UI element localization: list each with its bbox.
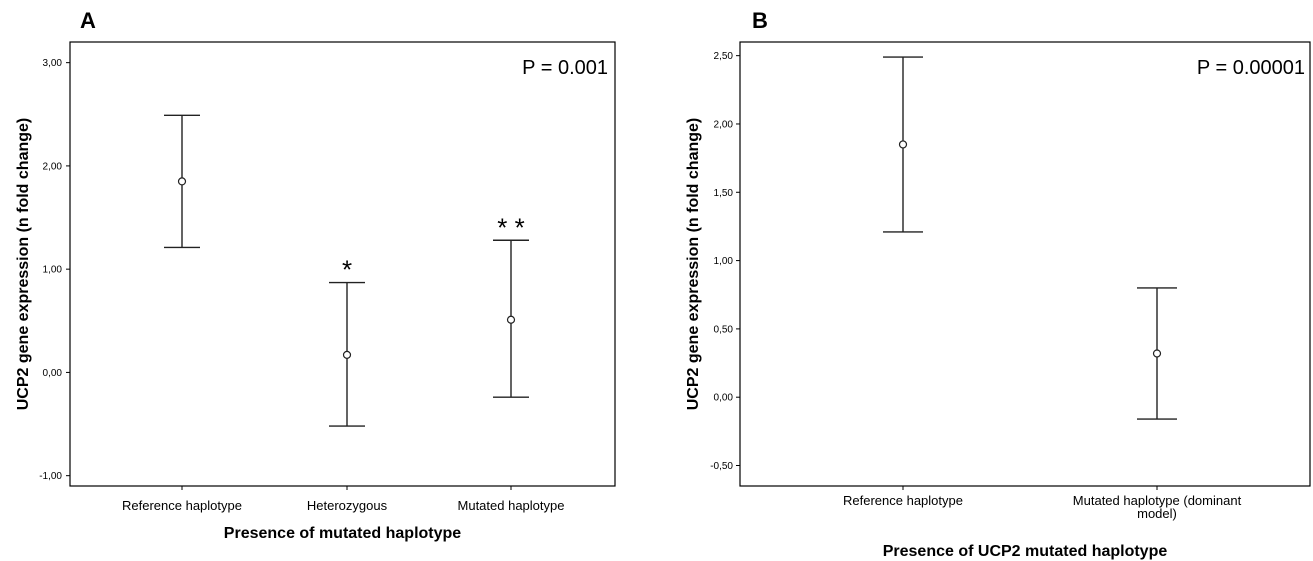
y-tick-label: 0,50 bbox=[714, 324, 734, 335]
significance-marker: * * bbox=[497, 212, 524, 242]
chart-panel-b: B 2,50 2,00 1,50 1,00 0,50 0,00 -0,50 Reference … bbox=[685, 8, 1311, 560]
x-category-label: Reference haplotype bbox=[122, 498, 242, 513]
panel-letter: A bbox=[80, 8, 96, 33]
x-category-label: Heterozygous bbox=[307, 498, 388, 513]
x-category-label: Reference haplotype bbox=[843, 493, 963, 508]
x-category-label: Mutated haplotype bbox=[458, 498, 565, 513]
significance-marker: * bbox=[342, 255, 352, 285]
mean-point bbox=[342, 350, 352, 359]
y-tick-label: 2,50 bbox=[714, 51, 734, 62]
x-category-label: Mutated haplotype (dominant bbox=[1073, 493, 1242, 508]
y-tick-label: 2,00 bbox=[714, 119, 734, 130]
y-tick-label: 0,00 bbox=[43, 368, 63, 379]
x-category-label: model) bbox=[1137, 506, 1177, 521]
mean-point bbox=[177, 177, 187, 186]
plot-frame bbox=[69, 41, 616, 487]
y-tick-label: 1,00 bbox=[43, 265, 63, 276]
p-value-annotation: P = 0.001 bbox=[522, 57, 608, 79]
y-tick-label: 3,00 bbox=[43, 58, 63, 69]
y-tick-label: 1,00 bbox=[714, 256, 734, 267]
plot-frame bbox=[739, 41, 1311, 487]
y-tick-label: 0,00 bbox=[714, 393, 734, 404]
mean-point bbox=[506, 315, 516, 324]
y-tick-label: 2,00 bbox=[43, 161, 63, 172]
chart-panel-a: A 3,00 2,00 1,00 0,00 -1,00 Reference haplotyp… bbox=[15, 8, 616, 542]
y-tick-label: 1,50 bbox=[714, 188, 734, 199]
y-tick-label: -0,50 bbox=[710, 461, 733, 472]
x-axis-title: Presence of mutated haplotype bbox=[224, 525, 461, 542]
mean-point bbox=[898, 140, 908, 149]
p-value-annotation: P = 0.00001 bbox=[1197, 57, 1305, 79]
y-axis-title: UCP2 gene expression (n fold change) bbox=[15, 118, 32, 411]
mean-point bbox=[1152, 349, 1162, 358]
y-axis-title: UCP2 gene expression (n fold change) bbox=[685, 118, 702, 411]
y-tick-label: -1,00 bbox=[39, 471, 62, 482]
panel-letter: B bbox=[752, 8, 768, 33]
x-axis-title: Presence of UCP2 mutated haplotype bbox=[883, 543, 1168, 560]
